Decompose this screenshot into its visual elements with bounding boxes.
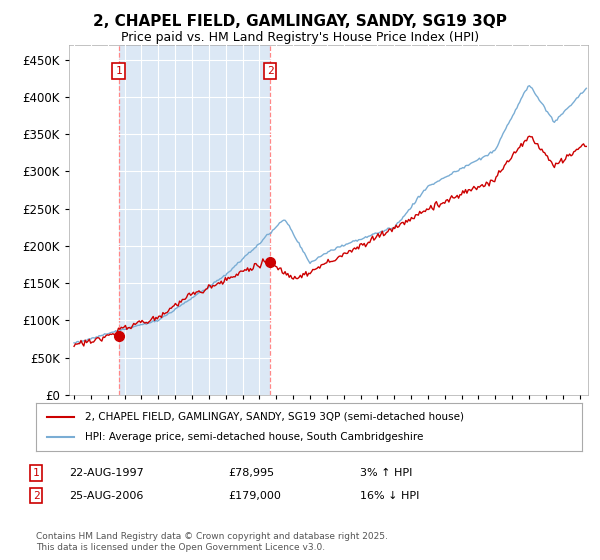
Text: 1: 1 xyxy=(115,66,122,76)
Text: 2: 2 xyxy=(32,491,40,501)
Text: 1: 1 xyxy=(32,468,40,478)
Text: 2, CHAPEL FIELD, GAMLINGAY, SANDY, SG19 3QP: 2, CHAPEL FIELD, GAMLINGAY, SANDY, SG19 … xyxy=(93,14,507,29)
Text: 25-AUG-2006: 25-AUG-2006 xyxy=(69,491,143,501)
Bar xyxy=(69,45,119,395)
Text: Contains HM Land Registry data © Crown copyright and database right 2025.
This d: Contains HM Land Registry data © Crown c… xyxy=(36,532,388,552)
Text: £78,995: £78,995 xyxy=(228,468,274,478)
Text: 2, CHAPEL FIELD, GAMLINGAY, SANDY, SG19 3QP (semi-detached house): 2, CHAPEL FIELD, GAMLINGAY, SANDY, SG19 … xyxy=(85,412,464,422)
Text: 2: 2 xyxy=(267,66,274,76)
Text: HPI: Average price, semi-detached house, South Cambridgeshire: HPI: Average price, semi-detached house,… xyxy=(85,432,424,442)
Bar xyxy=(119,45,270,395)
Bar xyxy=(270,45,588,395)
Text: 22-AUG-1997: 22-AUG-1997 xyxy=(69,468,144,478)
Text: Price paid vs. HM Land Registry's House Price Index (HPI): Price paid vs. HM Land Registry's House … xyxy=(121,31,479,44)
Text: £179,000: £179,000 xyxy=(228,491,281,501)
Text: 3% ↑ HPI: 3% ↑ HPI xyxy=(360,468,412,478)
Text: 16% ↓ HPI: 16% ↓ HPI xyxy=(360,491,419,501)
